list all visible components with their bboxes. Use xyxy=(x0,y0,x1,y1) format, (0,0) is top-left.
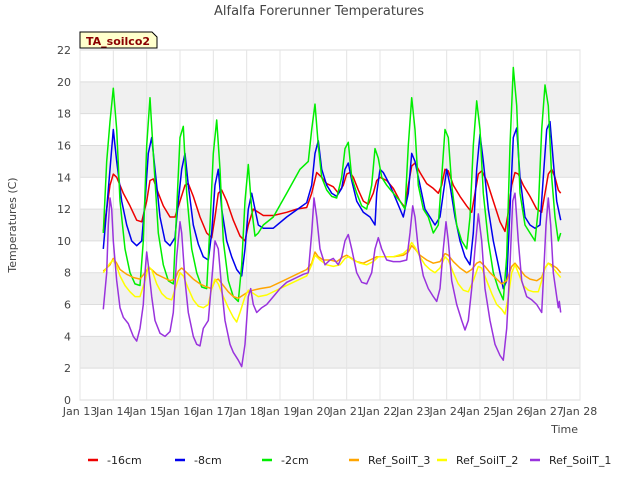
x-tick-label: Jan 26 xyxy=(495,405,530,418)
y-tick-label: 14 xyxy=(57,171,71,184)
y-tick-label: 16 xyxy=(57,139,71,152)
y-tick-label: 2 xyxy=(64,362,71,375)
x-tick-label: Jan 23 xyxy=(395,405,430,418)
gridlines xyxy=(79,49,581,401)
series-line-ref-soilt-2 xyxy=(102,241,562,323)
station-badge-label: TA_soilco2 xyxy=(86,35,150,48)
x-tick-label: Jan 22 xyxy=(362,405,397,418)
legend-label: -2cm xyxy=(281,454,309,467)
x-tick-label: Jan 15 xyxy=(128,405,163,418)
x-tick-label: Jan 24 xyxy=(428,405,463,418)
grid-band xyxy=(80,145,580,178)
legend-label: Ref_SoilT_1 xyxy=(549,454,611,467)
y-tick-label: 20 xyxy=(57,76,71,89)
series-line-ref-soilt-3 xyxy=(102,244,562,299)
y-tick-label: 4 xyxy=(64,330,71,343)
x-tick-label: Jan 14 xyxy=(95,405,130,418)
x-tick-label: Jan 20 xyxy=(295,405,330,418)
grid-band xyxy=(80,209,580,241)
y-tick-label: 18 xyxy=(57,108,71,121)
legend-label: Ref_SoilT_3 xyxy=(368,454,430,467)
series-line-ref-soilt-1 xyxy=(102,192,562,368)
station-badge: TA_soilco2 xyxy=(79,31,158,49)
x-tick-label: Jan 18 xyxy=(228,405,263,418)
y-axis-label: Temperatures (C) xyxy=(6,177,19,273)
legend-label: Ref_SoilT_2 xyxy=(456,454,518,467)
grid-band xyxy=(80,336,580,369)
y-tick-label: 0 xyxy=(64,394,71,407)
x-axis-label: Time xyxy=(550,423,578,436)
y-tick-label: 12 xyxy=(57,203,71,216)
grid-band xyxy=(80,81,580,114)
y-tick-label: 10 xyxy=(57,235,71,248)
x-tick-label: Jan 27 xyxy=(528,405,563,418)
series-lines xyxy=(102,66,562,368)
legend-label: -8cm xyxy=(194,454,222,467)
x-tick-label: Jan 17 xyxy=(195,405,230,418)
x-tick-label: Jan 19 xyxy=(262,405,297,418)
y-tick-label: 6 xyxy=(64,299,71,312)
legend-label: -16cm xyxy=(107,454,142,467)
y-tick-labels: 0 2 4 6 8 10 12 14 16 18 20 22 xyxy=(57,44,71,407)
chart-title: Alfalfa Forerunner Temperatures xyxy=(214,4,424,19)
x-tick-label: Jan 16 xyxy=(162,405,197,418)
y-tick-label: 22 xyxy=(57,44,71,57)
x-tick-label: Jan 25 xyxy=(462,405,497,418)
legend: -16cm -8cm -2cm Ref_SoilT_3 Ref_SoilT_2 Ref_S… xyxy=(88,454,611,467)
y-tick-label: 8 xyxy=(64,267,71,280)
x-tick-label: Jan 13 xyxy=(62,405,97,418)
x-tick-label: Jan 28 xyxy=(562,405,597,418)
x-tick-label: Jan 21 xyxy=(328,405,363,418)
